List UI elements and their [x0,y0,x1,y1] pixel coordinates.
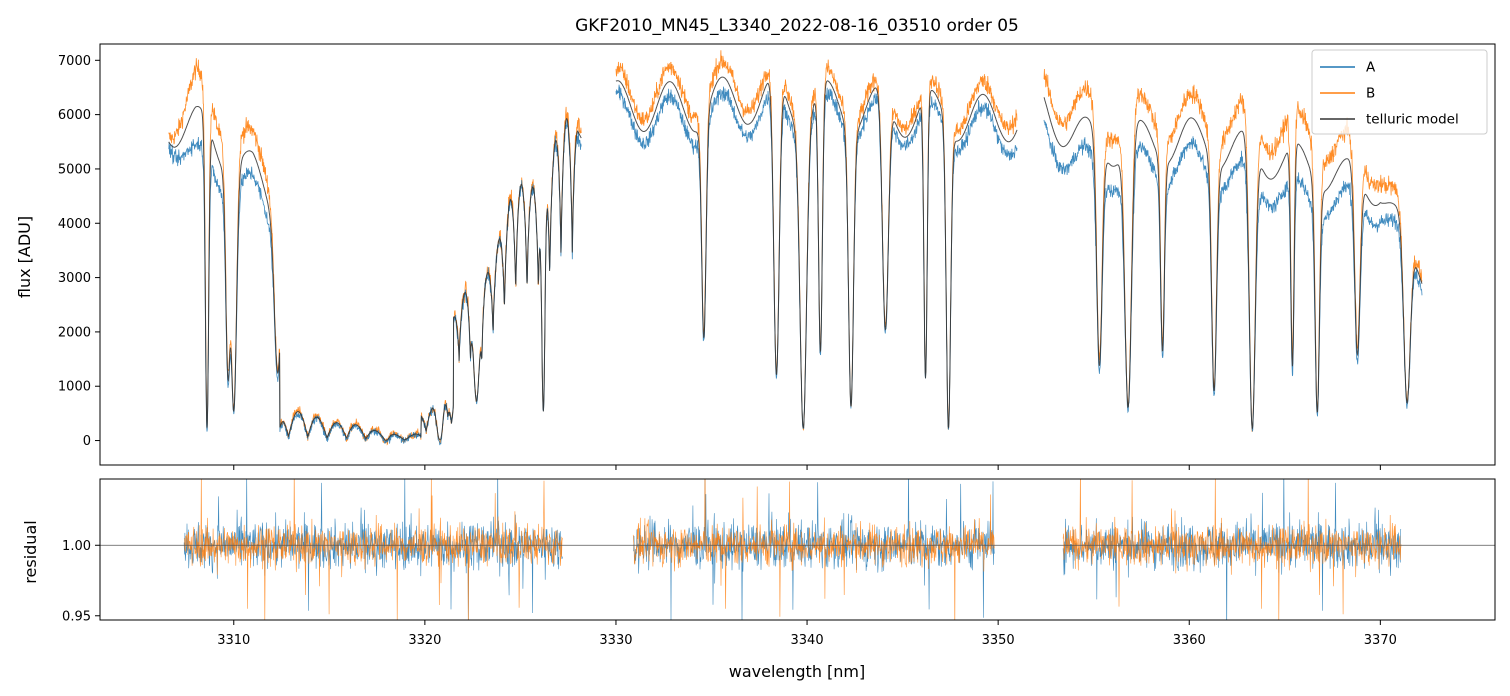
flux-ytick-label: 4000 [58,217,91,232]
residual-xtick-label: 3330 [599,633,632,648]
residual-ytick-label: 0.95 [62,609,91,624]
residual-b-line [183,479,1402,620]
legend-entry: B [1366,86,1375,102]
residual-ytick-label: 1.00 [62,539,91,554]
flux-ytick-label: 0 [83,434,91,449]
telluric-model-line [168,76,1423,441]
residual-xtick-label: 3350 [982,633,1015,648]
legend-entry: telluric model [1366,112,1459,128]
legend-box [1311,49,1488,135]
flux-ytick-label: 5000 [58,162,91,177]
chart-title: GKF2010_MN45_L3340_2022-08-16_03510 orde… [575,16,1019,36]
flux-ytick-label: 3000 [58,271,91,286]
flux-ytick-label: 1000 [58,380,91,395]
flux-plot-frame [99,43,1496,466]
legend-entry: A [1366,60,1376,76]
residual-xtick-label: 3320 [408,633,441,648]
residual-xtick-label: 3310 [217,633,250,648]
flux-ylabel: flux [ADU] [15,216,34,298]
residual-xlabel: wavelength [nm] [729,662,866,681]
flux-ytick-label: 6000 [58,108,91,123]
residual-xtick-label: 3360 [1173,633,1206,648]
residual-xtick-label: 3340 [791,633,824,648]
flux-ytick-label: 7000 [58,54,91,69]
flux-ytick-label: 2000 [58,325,91,340]
residual-panel: 0.95 1.00 3310 3320 3330 3340 3350 3360 3370 re… [21,478,1496,681]
residual-ylabel: residual [21,520,40,583]
residual-xtick-label: 3370 [1364,633,1397,648]
series-b-line [168,50,1423,446]
residual-plot-frame [99,478,1496,621]
